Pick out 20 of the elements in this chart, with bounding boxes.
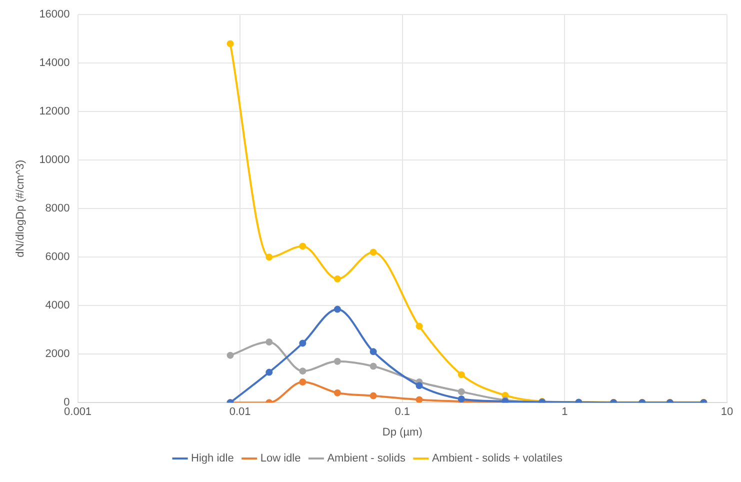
y-tick-label: 2000 <box>45 348 70 360</box>
y-tick-label: 10000 <box>39 154 70 166</box>
y-tick-label: 16000 <box>39 8 70 21</box>
legend-label: High idle <box>191 452 234 465</box>
x-axis-title: Dp (µm) <box>382 426 422 438</box>
x-tick-label: 0.01 <box>229 406 251 418</box>
x-tick-label: 0.1 <box>394 406 410 418</box>
y-axis-title: dN/dlogDp (#/cm^3) <box>14 160 27 258</box>
legend-label: Low idle <box>260 452 301 465</box>
y-tick-label: 0 <box>64 396 70 409</box>
x-tick-label: 1 <box>562 406 568 418</box>
y-tick-label: 4000 <box>45 300 70 312</box>
y-tick-label: 14000 <box>39 57 70 70</box>
legend-label: Ambient - solids + volatiles <box>432 452 563 465</box>
y-tick-label: 12000 <box>39 106 70 118</box>
y-tick-label: 8000 <box>45 202 70 215</box>
y-tick-label: 6000 <box>45 251 70 264</box>
x-tick-label: 0.001 <box>64 406 92 418</box>
legend-label: Ambient - solids <box>327 452 406 465</box>
x-tick-label: 10 <box>720 406 734 418</box>
